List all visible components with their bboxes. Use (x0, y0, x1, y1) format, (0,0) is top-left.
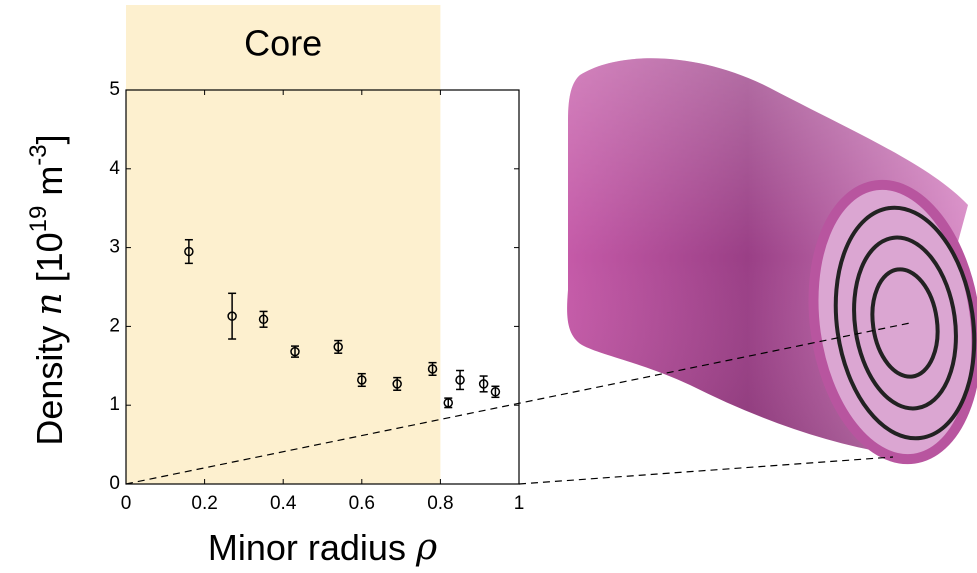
core-region (126, 5, 441, 484)
x-tick-label: 0.2 (191, 493, 217, 514)
plot-frame (125, 89, 520, 485)
projection-line (125, 322, 911, 485)
data-point (455, 375, 465, 385)
x-axis-label-part: Minor radius (208, 527, 416, 568)
y-axis-label: Density n [1019 m-3] (25, 134, 70, 445)
y-axis-label-part: Density (29, 316, 70, 446)
x-tick-label: 0 (121, 493, 132, 514)
x-tick-label: 1 (514, 493, 525, 514)
data-point (427, 364, 438, 374)
torus-illustration (567, 58, 977, 465)
data-point (184, 246, 194, 257)
annotation: Core (244, 23, 322, 64)
y-tick-label: 0 (109, 473, 120, 494)
x-axis-label-part: ρ (415, 527, 437, 568)
y-axis-label-part: 19 (25, 206, 52, 233)
y-tick-label: 1 (109, 394, 120, 415)
flux-surface (852, 235, 958, 411)
data-point (478, 379, 489, 389)
flux-surface (870, 267, 940, 379)
y-axis-label-part: -3 (25, 144, 52, 165)
data-point (333, 342, 343, 352)
y-axis-label-part: ] (29, 134, 70, 144)
y-axis-label-part: [10 (29, 232, 70, 292)
data-point (392, 379, 402, 389)
data-point (290, 346, 300, 357)
data-point (227, 311, 237, 321)
y-axis-label-part: n (29, 292, 70, 315)
data-point (357, 375, 367, 385)
y-axis-label-part: m (29, 166, 70, 206)
y-tick-label: 4 (109, 158, 120, 179)
x-axis-label: Minor radius ρ (208, 527, 437, 568)
x-tick-label: 0.8 (427, 493, 453, 514)
y-tick-label: 2 (109, 315, 120, 336)
y-tick-label: 5 (109, 79, 120, 100)
flux-surface (833, 205, 977, 441)
y-tick-label: 3 (109, 237, 120, 258)
data-point (258, 314, 269, 325)
x-tick-label: 0.6 (349, 493, 375, 514)
plot: Core 0 1 2 3 4 5 0 0.2 0.4 0.6 0.8 1 Minor radius ρ De… (25, 5, 524, 568)
data-point (490, 387, 501, 397)
data-point (443, 398, 454, 408)
projection-line (518, 456, 894, 485)
x-tick-label: 0.4 (270, 493, 297, 514)
